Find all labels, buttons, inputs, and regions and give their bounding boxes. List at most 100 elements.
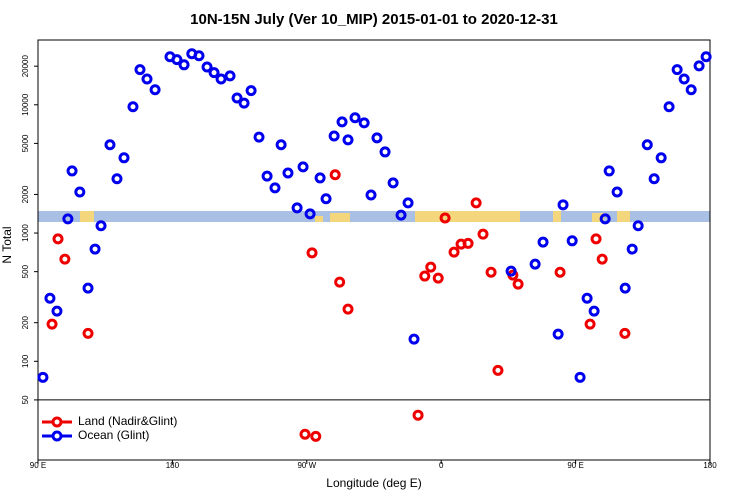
- point: [215, 73, 227, 85]
- point: [470, 197, 482, 209]
- point: [402, 197, 414, 209]
- y-tick-label: 5000: [21, 134, 30, 152]
- point: [104, 139, 116, 151]
- point: [37, 371, 49, 383]
- legend-marker: [51, 416, 63, 428]
- point: [342, 303, 354, 315]
- point: [59, 253, 71, 265]
- point: [566, 235, 578, 247]
- legend-label: Land (Nadir&Glint): [78, 414, 177, 428]
- point: [82, 282, 94, 294]
- y-tick-label: 10000: [21, 93, 30, 116]
- y-tick-label: 100: [21, 354, 30, 368]
- point: [700, 51, 712, 63]
- point: [127, 101, 139, 113]
- point: [334, 276, 346, 288]
- point: [245, 85, 257, 97]
- point: [46, 318, 58, 330]
- point: [149, 84, 161, 96]
- point: [663, 101, 675, 113]
- point: [82, 327, 94, 339]
- point: [619, 327, 631, 339]
- point: [557, 199, 569, 211]
- point: [306, 247, 318, 259]
- point: [52, 233, 64, 245]
- point: [275, 139, 287, 151]
- point: [505, 265, 517, 277]
- point: [314, 172, 326, 184]
- point: [492, 364, 504, 376]
- x-tick-label: 0: [439, 461, 444, 470]
- y-tick-label: 500: [21, 264, 30, 278]
- point: [462, 237, 474, 249]
- point: [297, 161, 309, 173]
- point: [448, 246, 460, 258]
- point: [336, 116, 348, 128]
- point: [89, 243, 101, 255]
- point: [134, 64, 146, 76]
- point: [299, 428, 311, 440]
- y-tick-label: 2000: [21, 185, 30, 203]
- point: [477, 228, 489, 240]
- point: [201, 61, 213, 73]
- point: [574, 371, 586, 383]
- point: [328, 130, 340, 142]
- point: [44, 292, 56, 304]
- point: [432, 272, 444, 284]
- point: [238, 97, 250, 109]
- x-tick-label: 90 E: [567, 461, 583, 470]
- y-tick-label: 20000: [21, 55, 30, 78]
- point: [554, 266, 566, 278]
- point: [171, 54, 183, 66]
- point: [231, 92, 243, 104]
- point: [408, 333, 420, 345]
- point: [349, 112, 361, 124]
- x-tick-label: 90 W: [297, 461, 316, 470]
- point: [371, 132, 383, 144]
- point: [141, 73, 153, 85]
- y-tick-label: 200: [21, 315, 30, 329]
- point: [310, 430, 322, 442]
- point: [693, 60, 705, 72]
- map-strip: [38, 211, 710, 222]
- point: [329, 169, 341, 181]
- plot-frame: [37, 39, 711, 461]
- y-axis-label: N Total: [0, 226, 14, 263]
- point: [425, 261, 437, 273]
- point: [111, 173, 123, 185]
- point: [365, 189, 377, 201]
- point: [512, 278, 524, 290]
- point: [395, 209, 407, 221]
- point: [62, 213, 74, 225]
- point: [95, 220, 107, 232]
- point: [619, 282, 631, 294]
- point: [253, 131, 265, 143]
- point: [51, 305, 63, 317]
- point: [537, 236, 549, 248]
- point: [178, 59, 190, 71]
- point: [282, 167, 294, 179]
- point: [419, 270, 431, 282]
- point: [261, 170, 273, 182]
- point: [685, 84, 697, 96]
- y-tick-label: 1000: [21, 224, 30, 242]
- point: [320, 193, 332, 205]
- point: [641, 139, 653, 151]
- point: [671, 64, 683, 76]
- point: [193, 50, 205, 62]
- point: [118, 152, 130, 164]
- point: [379, 146, 391, 158]
- point: [678, 73, 690, 85]
- point: [626, 243, 638, 255]
- point: [648, 173, 660, 185]
- point: [412, 409, 424, 421]
- point: [304, 208, 316, 220]
- point: [596, 253, 608, 265]
- x-tick-label: 90 E: [30, 461, 46, 470]
- point: [439, 212, 451, 224]
- point: [529, 258, 541, 270]
- y-tick-label: 50: [21, 395, 30, 404]
- point: [358, 117, 370, 129]
- chart-title: 10N-15N July (Ver 10_MIP) 2015-01-01 to …: [190, 11, 558, 28]
